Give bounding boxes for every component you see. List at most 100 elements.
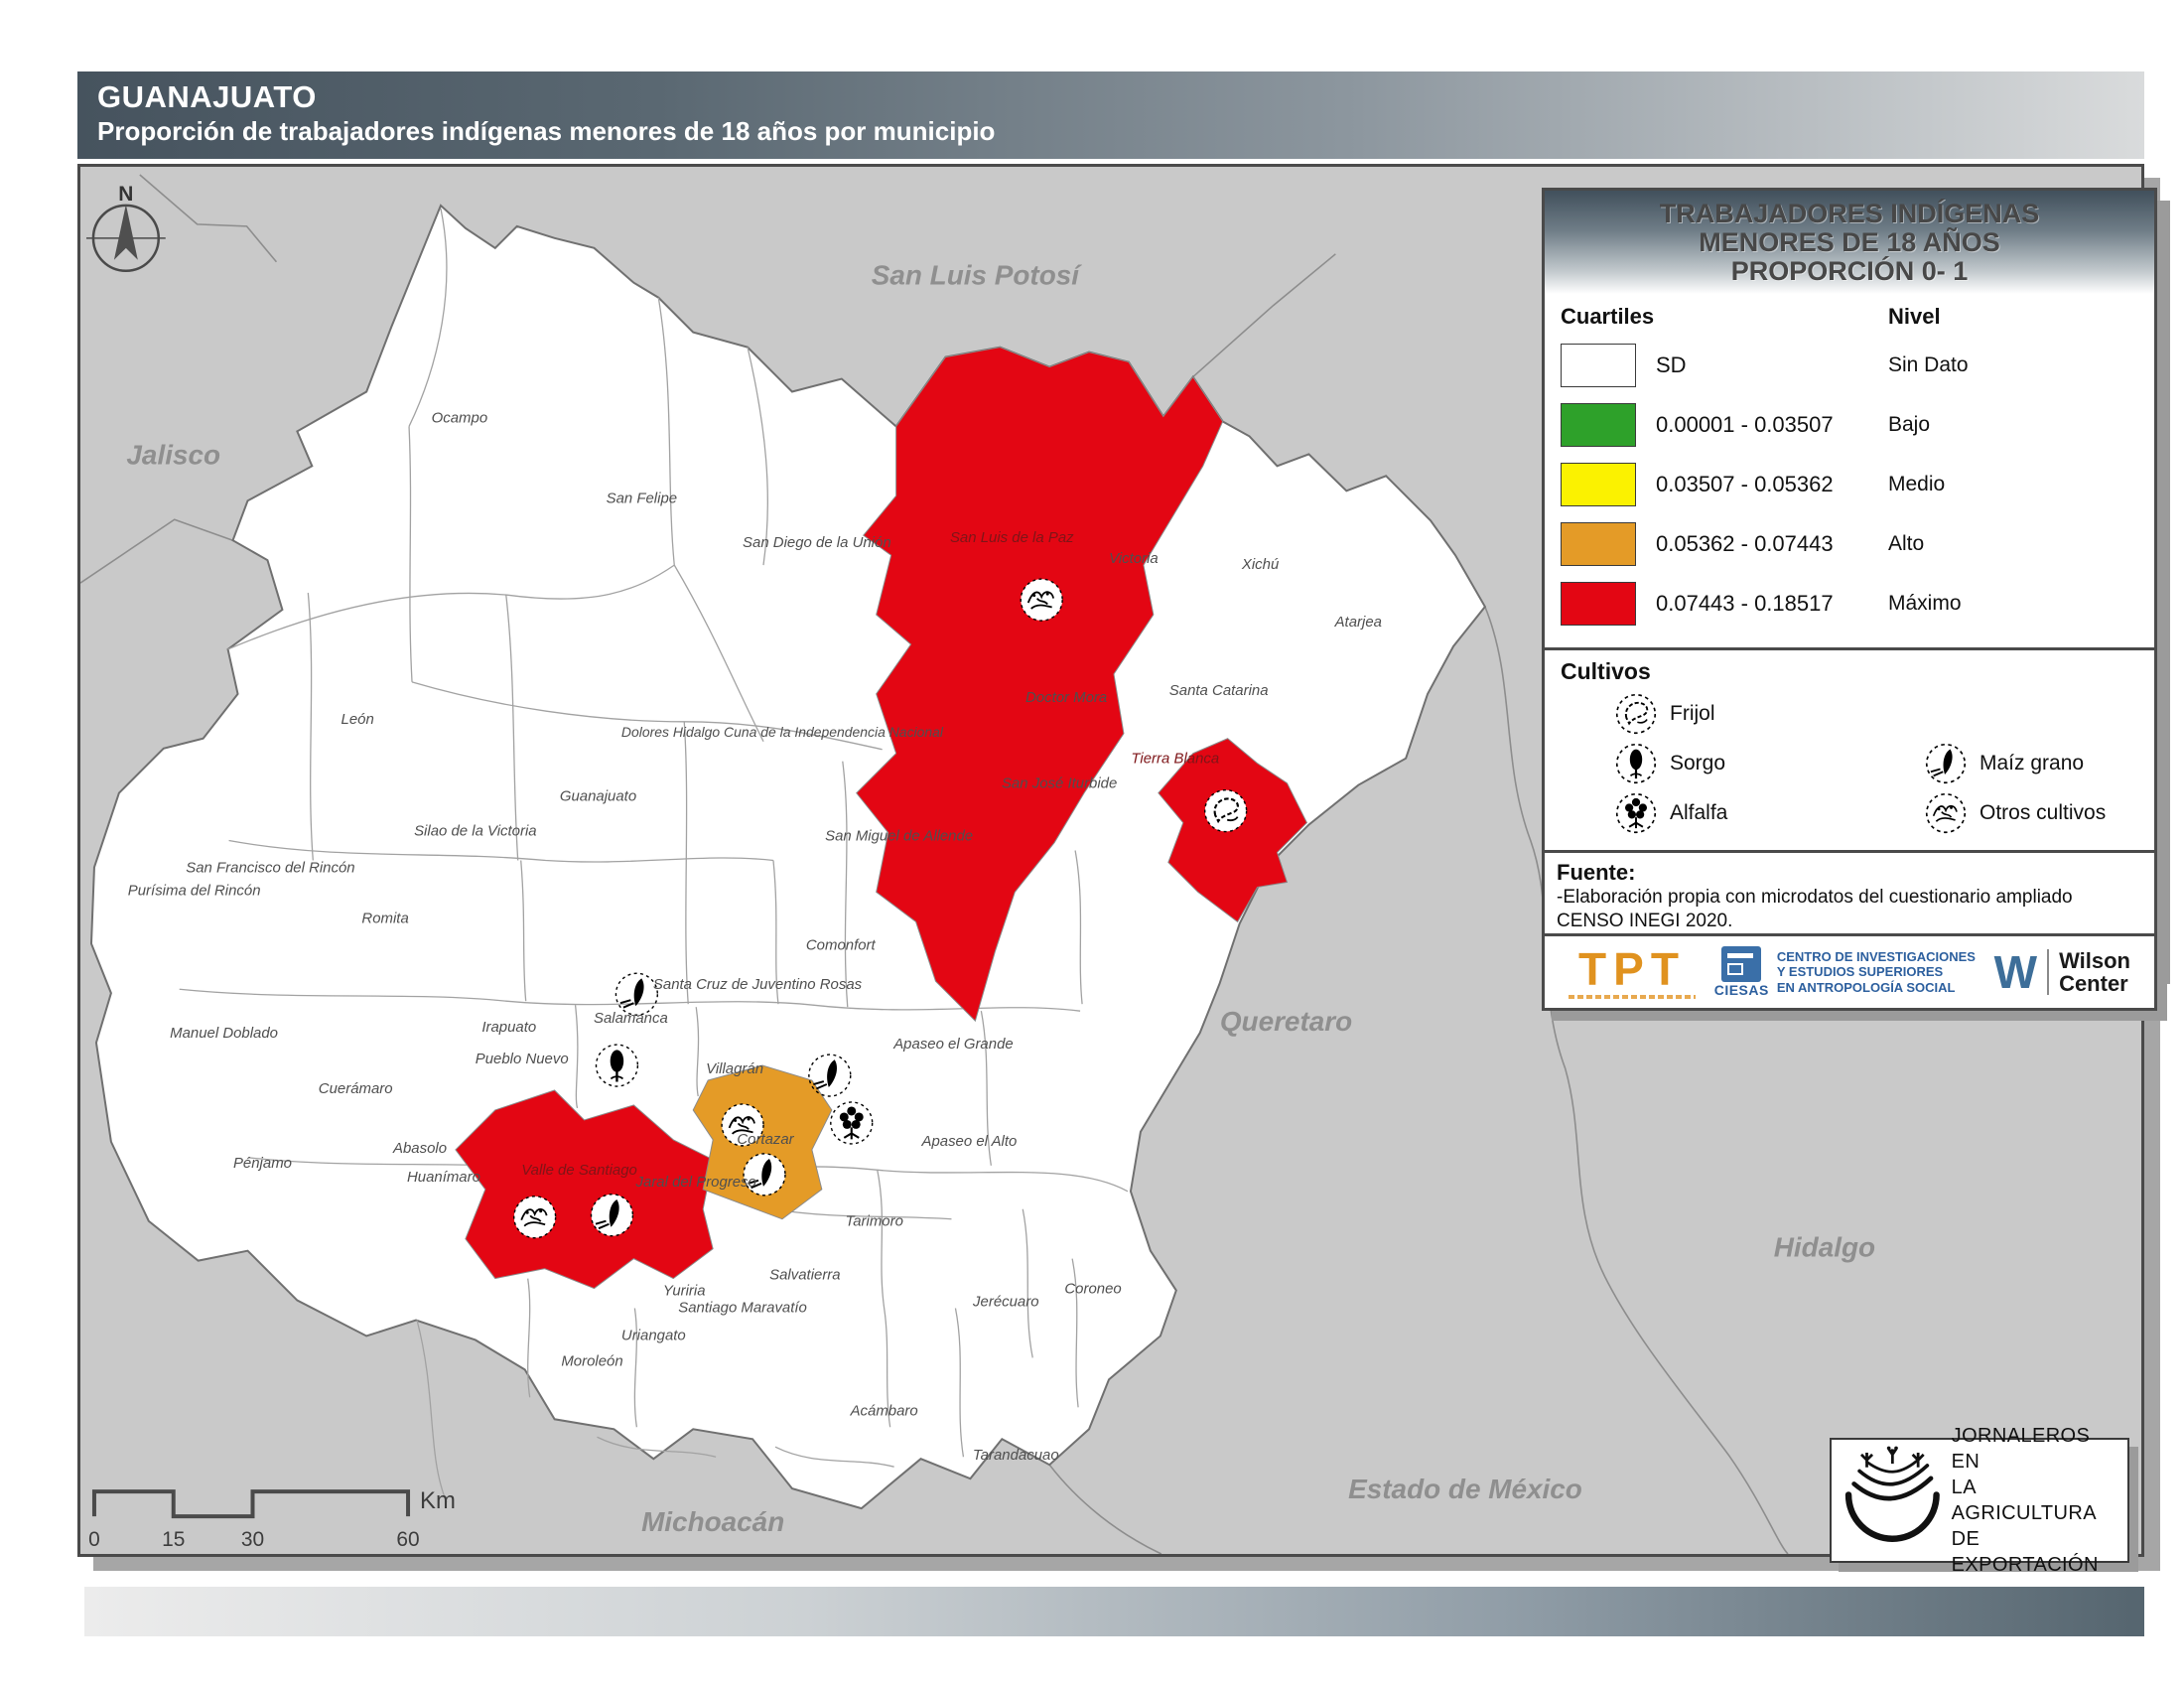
wilson-w-icon: W	[1993, 946, 2038, 998]
wilson-text-line: Center	[2059, 971, 2128, 996]
municipality-label: Pueblo Nuevo	[476, 1051, 569, 1067]
legend-range: 0.07443 - 0.18517	[1656, 591, 1834, 616]
legend-range: 0.03507 - 0.05362	[1656, 472, 1834, 496]
maiz-grano-icon	[590, 1194, 634, 1237]
cultivos-title: Cultivos	[1561, 658, 1651, 684]
scale-tick: 0	[88, 1528, 100, 1551]
state-labels: San Luis Potosí Jalisco Queretaro Hidalg…	[126, 260, 1875, 1537]
bottom-gradient-bar	[84, 1587, 2144, 1636]
fuente-title: Fuente:	[1557, 860, 1636, 885]
legend-swatch	[1561, 463, 1636, 506]
municipality-label: Villagrán	[706, 1060, 763, 1077]
cultivo-item: Sorgo	[1561, 739, 1858, 788]
legend-swatch	[1561, 582, 1636, 626]
otros-cultivos-icon	[1925, 792, 1967, 834]
cultivo-label: Sorgo	[1670, 752, 1726, 774]
cultivo-label: Otros cultivos	[1979, 801, 2107, 824]
scale-tick: 30	[241, 1528, 264, 1551]
municipality-label: San Luis de la Paz	[950, 529, 1074, 546]
legend-row: 0.03507 - 0.05362 Medio	[1561, 455, 2138, 514]
legend-header: TRABAJADORES INDÍGENAS MENORES DE 18 AÑO…	[1545, 191, 2154, 294]
legend-range: SD	[1656, 352, 1687, 377]
ciesas-text-line: CENTRO DE INVESTIGACIONES	[1776, 948, 1976, 964]
municipality-label: Tierra Blanca	[1131, 751, 1219, 768]
municipality-label: Xichú	[1241, 556, 1280, 573]
municipality-label: Cortazar	[737, 1131, 794, 1148]
municipality-label: Victoria	[1109, 550, 1159, 567]
cultivo-item: Maíz grano	[1858, 739, 2138, 788]
frijol-icon	[1615, 693, 1657, 735]
legend-col-cuartiles: Cuartiles	[1561, 304, 1655, 329]
ciesas-acronym: CIESAS	[1713, 982, 1769, 998]
frijol-icon	[1204, 788, 1248, 833]
fuente-line: CENSO INEGI 2020.	[1557, 910, 1733, 931]
municipality-label: Salvatierra	[769, 1267, 840, 1284]
jornaleros-text-line: DE EXPORTACIÓN	[1951, 1528, 2099, 1576]
state-label: Hidalgo	[1774, 1232, 1875, 1263]
municipality-label: Santa Catarina	[1169, 682, 1269, 699]
municipality-label: Moroleón	[561, 1352, 622, 1369]
municipality-label: Comonfort	[806, 936, 877, 953]
jornaleros-emblem-icon	[1844, 1446, 1940, 1542]
state-label: Estado de México	[1348, 1474, 1582, 1504]
municipality-valle-de-santiago	[455, 1089, 714, 1290]
cultivo-item: Frijol	[1561, 689, 1858, 739]
municipality-label: San Francisco del Rincón	[186, 859, 354, 876]
municipality-label: Ocampo	[432, 409, 487, 426]
legend-title-line: TRABAJADORES INDÍGENAS	[1659, 199, 2040, 228]
legend-row: SD Sin Dato	[1561, 336, 2138, 395]
municipality-label: Irapuato	[481, 1019, 536, 1036]
municipality-labels: Ocampo San Felipe San Diego de la Unión …	[128, 409, 1382, 1464]
legend-swatch	[1561, 522, 1636, 566]
municipality-label: Atarjea	[1334, 614, 1382, 631]
maiz-grano-icon	[614, 972, 659, 1016]
municipality-label: Yuriria	[663, 1283, 706, 1300]
ciesas-icon	[1721, 946, 1762, 982]
municipality-label: Cuerámaro	[319, 1080, 393, 1097]
legend-level: Máximo	[1888, 592, 1962, 615]
municipality-label: San Miguel de Allende	[825, 828, 973, 845]
legend-level: Sin Dato	[1888, 353, 1969, 376]
state-label: San Luis Potosí	[872, 260, 1082, 291]
ciesas-text-line: EN ANTROPOLOGÍA SOCIAL	[1776, 979, 1956, 995]
wilson-center-logo: W Wilson Center	[1994, 949, 2130, 995]
legend-level: Medio	[1888, 473, 1946, 495]
tpt-tagline-decoration	[1569, 994, 1696, 999]
municipality-label: Doctor Mora	[1025, 689, 1107, 706]
scale-tick: 60	[396, 1528, 419, 1551]
state-label: Michoacán	[641, 1506, 784, 1537]
municipality-san-luis-de-la-paz	[856, 347, 1224, 1023]
municipality-label: Guanajuato	[560, 788, 636, 805]
scale-unit: Km	[420, 1487, 456, 1514]
municipality-label: Purísima del Rincón	[128, 882, 261, 899]
state-label: Jalisco	[126, 439, 220, 470]
cultivo-item: Otros cultivos	[1858, 788, 2138, 838]
municipality-label: Coroneo	[1064, 1281, 1121, 1298]
municipality-label: Santiago Maravatío	[678, 1300, 807, 1317]
map-crop-icons	[513, 578, 1248, 1239]
legend-row: 0.00001 - 0.03507 Bajo	[1561, 395, 2138, 455]
municipality-label: Acámbaro	[850, 1402, 918, 1419]
municipality-label: San Felipe	[607, 490, 677, 506]
legend-title-line: MENORES DE 18 AÑOS	[1699, 226, 2000, 257]
logos-bar: TPT CIESAS CENTRO DE INVESTIGACIONES Y E…	[1542, 933, 2157, 1011]
legend-rows: SD Sin Dato 0.00001 - 0.03507 Bajo 0.035…	[1545, 330, 2154, 647]
cultivo-label: Alfalfa	[1670, 801, 1728, 824]
otros-cultivos-icon	[1020, 578, 1063, 622]
sorgo-icon	[1615, 743, 1657, 784]
legend-level: Bajo	[1888, 413, 1931, 436]
municipality-label: Tarimoro	[845, 1213, 902, 1230]
municipality-label: Uriangato	[621, 1327, 686, 1343]
page-subtitle: Proporción de trabajadores indígenas men…	[97, 115, 996, 146]
state-label: Queretaro	[1220, 1006, 1352, 1037]
municipality-label: Dolores Hidalgo Cuna de la Independencia…	[621, 724, 944, 740]
page-title: GUANAJUATO	[97, 79, 317, 114]
alfalfa-icon	[1615, 792, 1657, 834]
jornaleros-logo: JORNALEROS EN LA AGRICULTURA DE EXPORTAC…	[1830, 1425, 2129, 1576]
legend: TRABAJADORES INDÍGENAS MENORES DE 18 AÑO…	[1542, 188, 2157, 972]
jornaleros-text-line: LA AGRICULTURA	[1951, 1477, 2097, 1524]
map-svg: San Luis Potosí Jalisco Queretaro Hidalg…	[80, 167, 2141, 1554]
ciesas-logo: CIESAS CENTRO DE INVESTIGACIONES Y ESTUD…	[1714, 946, 1976, 998]
municipality-label: Manuel Doblado	[170, 1025, 278, 1042]
municipal-boundaries	[179, 208, 1129, 1503]
